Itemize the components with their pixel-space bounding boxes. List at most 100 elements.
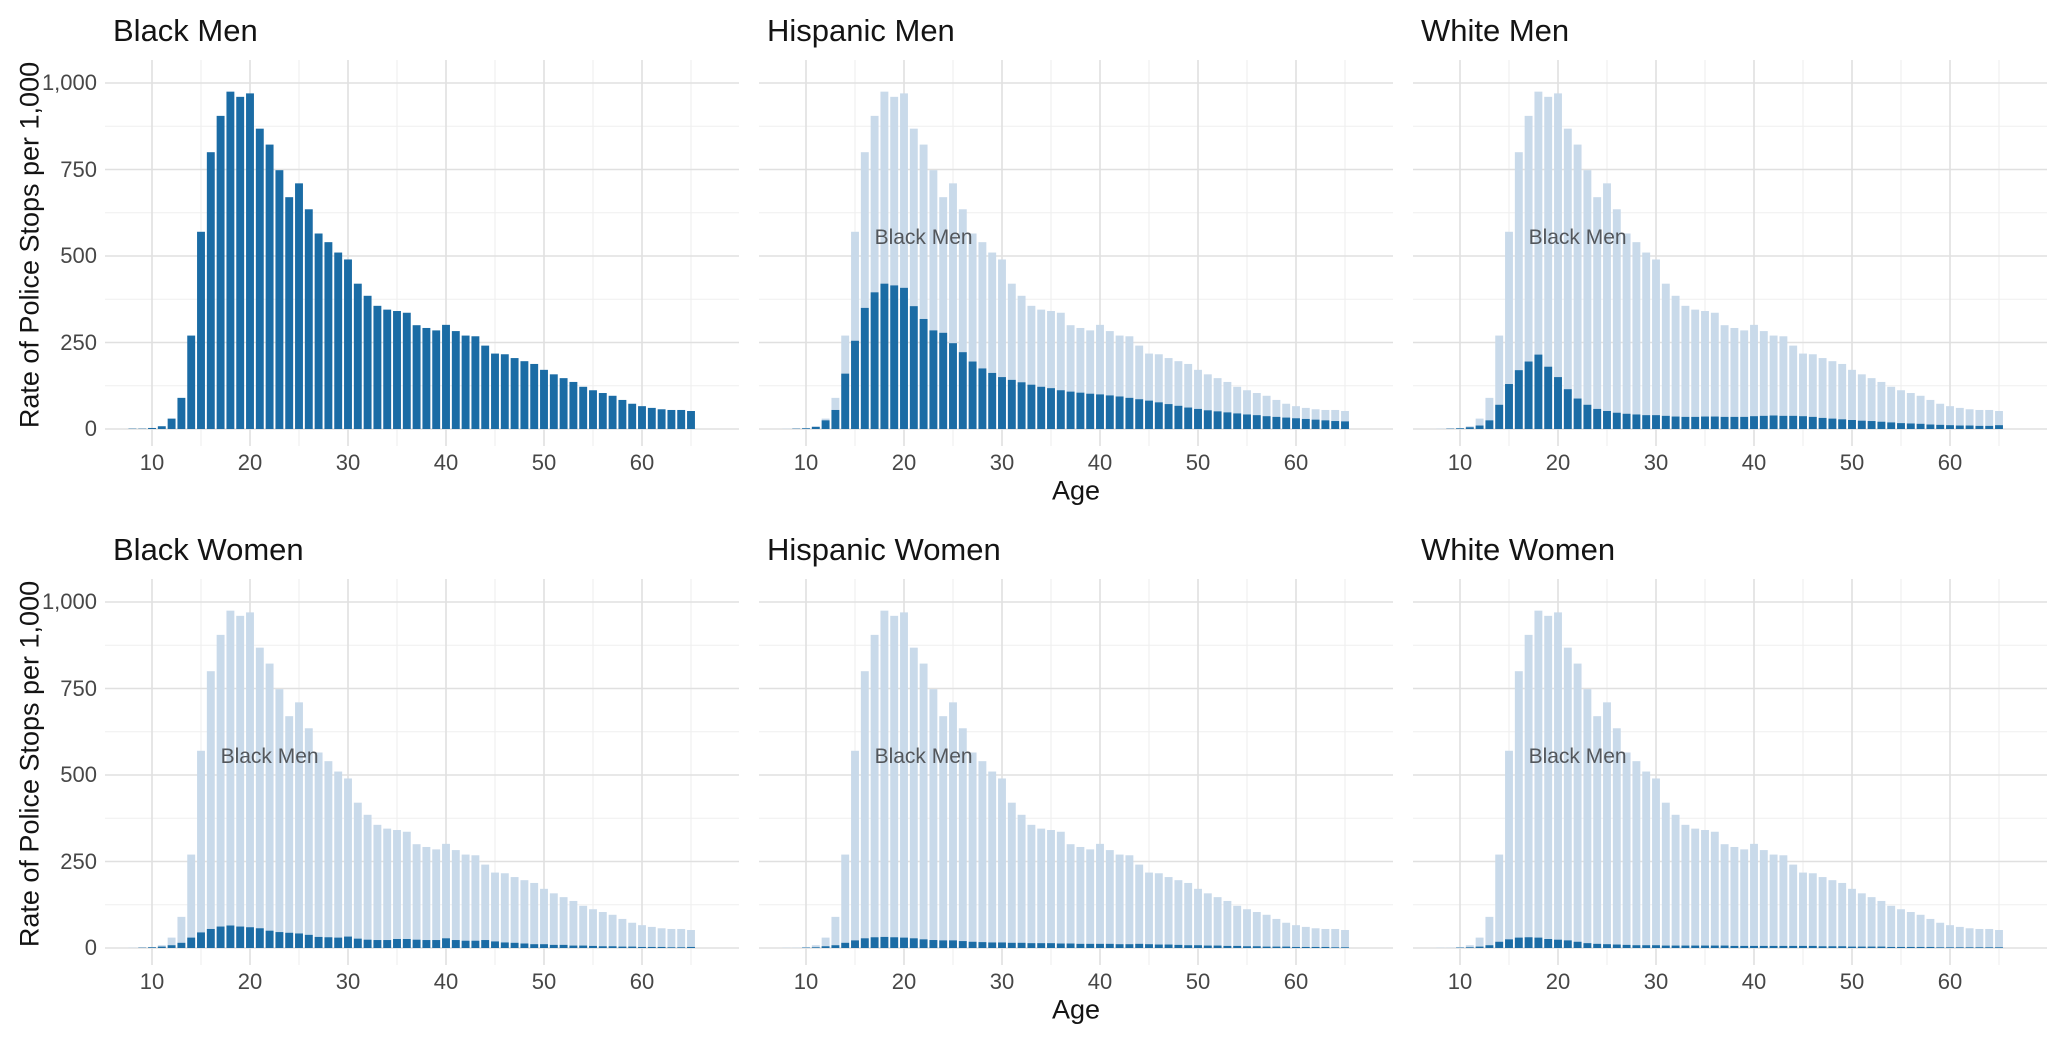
reference-bar (1622, 233, 1631, 429)
bar (1505, 384, 1513, 429)
reference-bar (870, 115, 879, 429)
panel-black-women: Black Men (105, 579, 739, 965)
bar (1975, 425, 1984, 429)
bar (1583, 404, 1592, 429)
reference-bar (1701, 311, 1709, 429)
x-tick-label: 60 (1283, 450, 1309, 475)
reference-bar (1086, 330, 1095, 429)
reference-bar (1877, 900, 1886, 948)
bar (851, 340, 859, 429)
bar (1985, 425, 1994, 429)
reference-bar (1321, 928, 1330, 948)
bar (1174, 944, 1183, 948)
bar (344, 936, 352, 948)
bar (1642, 415, 1651, 429)
reference-bar (393, 830, 401, 948)
reference-bar (1017, 814, 1026, 948)
reference-bar (500, 873, 509, 948)
bar (1311, 946, 1320, 948)
bar (1554, 377, 1562, 429)
bar (1514, 370, 1523, 429)
reference-bar (851, 750, 859, 948)
reference-bar (811, 945, 820, 948)
bar (383, 940, 392, 948)
bar (1740, 416, 1749, 429)
bar (1017, 382, 1026, 429)
reference-bar (1750, 324, 1758, 429)
bar (958, 352, 967, 429)
bar (821, 420, 830, 429)
reference-bar (1583, 689, 1592, 948)
bar (1223, 945, 1232, 948)
bar (304, 934, 313, 948)
reference-bar (890, 615, 899, 948)
x-tick-label: 10 (1447, 450, 1473, 475)
reference-bar (1995, 930, 2003, 948)
bar (187, 937, 196, 948)
reference-bar (1897, 909, 1905, 948)
bar (246, 927, 254, 948)
bar (968, 941, 977, 948)
bar (187, 335, 196, 429)
bar (1730, 945, 1739, 948)
bar (510, 358, 519, 429)
reference-bar (1223, 381, 1232, 429)
reference-bar (1047, 311, 1055, 429)
bar (363, 295, 372, 429)
bar (978, 942, 987, 948)
bar (1135, 943, 1144, 948)
reference-bar (1887, 386, 1896, 429)
reference-bar (968, 233, 977, 429)
bar (540, 369, 548, 429)
reference-bar (1027, 824, 1036, 948)
reference-bar (1066, 325, 1075, 429)
reference-bar (1292, 406, 1300, 429)
bar (520, 943, 529, 948)
reference-bar (608, 914, 617, 948)
reference-bar (1593, 197, 1602, 429)
reference-bar (1475, 418, 1484, 429)
reference-bar (1975, 928, 1984, 948)
bar (1897, 946, 1905, 948)
bar (1086, 393, 1095, 429)
bar (197, 231, 205, 429)
black-men-reference-annotation: Black Men (875, 226, 973, 249)
reference-bar (275, 689, 284, 948)
reference-bar (1622, 752, 1631, 948)
reference-bar (978, 242, 987, 429)
reference-bar (1154, 354, 1163, 429)
reference-bar (1056, 312, 1065, 429)
bar (549, 944, 558, 948)
bar (1331, 947, 1340, 948)
x-tick-label: 20 (237, 450, 263, 475)
bar (1047, 943, 1055, 948)
reference-bar (1897, 390, 1905, 429)
reference-bar (1037, 828, 1046, 948)
bar (1485, 420, 1494, 429)
bar (1838, 946, 1847, 948)
reference-bar (1164, 877, 1173, 948)
x-tick-label: 60 (629, 450, 655, 475)
bar (1848, 420, 1856, 429)
bar (579, 386, 588, 429)
bar (1691, 945, 1700, 948)
bar (1789, 945, 1798, 948)
reference-bar (1573, 144, 1582, 429)
reference-bar (1691, 309, 1700, 429)
bar (1282, 946, 1291, 948)
reference-bar (1936, 403, 1945, 429)
reference-bar (1720, 325, 1729, 429)
bar (442, 938, 450, 948)
x-tick-label: 30 (989, 969, 1015, 994)
reference-bar (1612, 728, 1621, 948)
bar (1946, 947, 1954, 948)
x-tick-label: 40 (1741, 450, 1767, 475)
reference-bar (481, 864, 490, 948)
bar (1710, 416, 1719, 429)
bar (1076, 943, 1085, 948)
bar (363, 939, 372, 948)
bar (1975, 947, 1984, 948)
bar (1583, 943, 1592, 948)
bar (157, 426, 166, 429)
reference-bar (1848, 888, 1856, 948)
